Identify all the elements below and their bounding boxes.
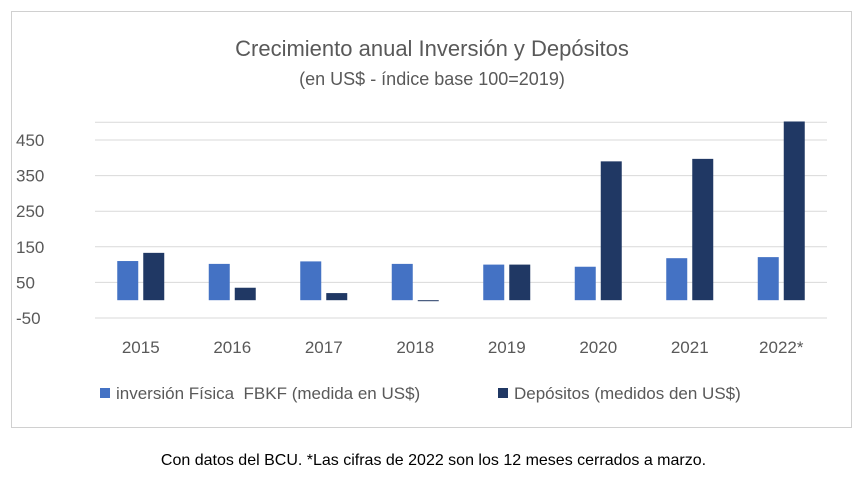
bar <box>117 261 139 301</box>
chart-frame: Crecimiento anual Inversión y Depósitos … <box>11 11 852 428</box>
bars <box>117 121 805 302</box>
bar-chart: Crecimiento anual Inversión y Depósitos … <box>16 36 827 403</box>
bar <box>509 264 531 301</box>
bar <box>391 263 413 301</box>
chart-title: Crecimiento anual Inversión y Depósitos <box>235 36 629 61</box>
legend-label: Depósitos (medidos den US$) <box>514 384 741 403</box>
bar <box>666 258 688 301</box>
x-tick-label: 2021 <box>671 338 709 357</box>
bar <box>574 266 596 301</box>
bar <box>783 121 805 301</box>
x-tick-label: 2022* <box>759 338 804 357</box>
legend-label: inversión Física FBKF (medida en US$) <box>116 384 420 403</box>
bar <box>208 263 230 301</box>
y-tick-label: 350 <box>16 167 44 186</box>
bar <box>483 264 505 301</box>
bar <box>417 300 439 302</box>
x-tick-label: 2015 <box>122 338 160 357</box>
bar <box>300 261 322 301</box>
legend: inversión Física FBKF (medida en US$) Dep… <box>100 384 741 403</box>
bar <box>757 257 779 301</box>
x-tick-label: 2016 <box>213 338 251 357</box>
y-tick-label: -50 <box>16 309 41 328</box>
x-tick-label: 2017 <box>305 338 343 357</box>
legend-swatch <box>498 388 508 398</box>
chart-subtitle: (en US$ - índice base 100=2019) <box>299 69 565 89</box>
gridlines <box>95 121 827 319</box>
legend-swatch <box>100 388 110 398</box>
bar <box>234 287 256 301</box>
bar <box>143 252 165 301</box>
bar <box>692 158 714 301</box>
x-tick-label: 2019 <box>488 338 526 357</box>
x-tick-label: 2018 <box>396 338 434 357</box>
y-tick-label: 450 <box>16 131 44 150</box>
x-axis-ticks: 2015 2016 2017 2018 2019 2020 2021 2022* <box>122 338 804 357</box>
source-caption: Con datos del BCU. *Las cifras de 2022 s… <box>160 452 707 469</box>
y-tick-label: 50 <box>16 273 35 292</box>
bar <box>600 161 622 301</box>
y-tick-label: 150 <box>16 238 44 257</box>
bar <box>326 293 348 301</box>
y-axis-ticks: 450 350 250 150 50 -50 <box>16 131 44 328</box>
x-tick-label: 2020 <box>579 338 617 357</box>
y-tick-label: 250 <box>16 202 44 221</box>
